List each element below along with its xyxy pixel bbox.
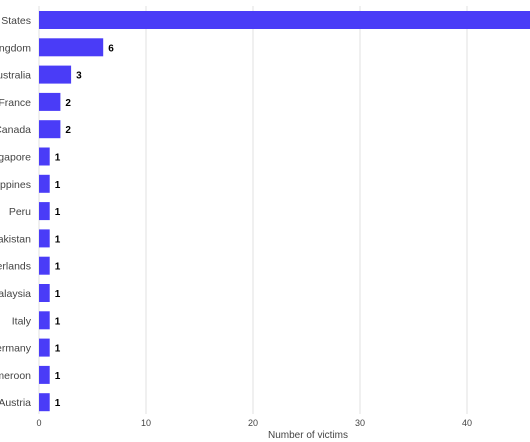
data-label: 2	[65, 98, 71, 109]
x-axis-title: Number of victims	[268, 430, 348, 441]
bar[interactable]	[39, 11, 530, 29]
bar[interactable]	[39, 38, 104, 57]
bar[interactable]	[39, 202, 50, 221]
bar[interactable]	[39, 365, 50, 384]
data-label: 2	[65, 125, 71, 136]
x-tick-label: 0	[36, 418, 41, 428]
data-label: 1	[55, 344, 61, 355]
category-label: Philippines	[0, 179, 31, 191]
x-tick-label: 20	[248, 418, 258, 428]
category-label: United Kingdom	[0, 42, 31, 54]
data-label: 1	[55, 316, 61, 327]
data-label: 6	[108, 43, 114, 54]
bar[interactable]	[39, 311, 50, 330]
gridlines	[38, 6, 468, 414]
bar[interactable]	[39, 92, 61, 111]
category-label: United States	[0, 15, 31, 27]
x-axis-ticks: 0 10 20 30 40	[36, 418, 472, 428]
bar[interactable]	[39, 393, 50, 412]
x-tick-label: 40	[462, 418, 472, 428]
data-labels: 4863221111111111	[55, 43, 114, 409]
bar[interactable]	[39, 229, 50, 248]
data-label: 1	[55, 289, 61, 300]
x-tick-label: 10	[141, 418, 151, 428]
data-label: 1	[55, 262, 61, 273]
data-label: 1	[55, 234, 61, 245]
category-label: France	[0, 97, 31, 109]
data-label: 1	[55, 371, 61, 382]
data-label: 1	[55, 207, 61, 218]
bar[interactable]	[39, 120, 61, 139]
data-label: 1	[55, 398, 61, 409]
data-label: 1	[55, 153, 61, 164]
bar[interactable]	[39, 65, 72, 84]
bar[interactable]	[39, 284, 50, 302]
bar[interactable]	[39, 147, 50, 166]
category-label: Netherlands	[0, 261, 31, 273]
category-label: Germany	[0, 343, 32, 355]
x-tick-label: 30	[355, 418, 365, 428]
data-label: 3	[76, 71, 82, 82]
category-label: Italy	[12, 315, 32, 327]
category-label: Cameroon	[0, 370, 31, 382]
category-label: Australia	[0, 70, 31, 82]
data-label: 1	[55, 180, 61, 191]
bar[interactable]	[39, 256, 50, 275]
bar[interactable]	[39, 174, 50, 193]
category-label: Malaysia	[0, 288, 31, 300]
category-labels: United States United Kingdom Australia Fran…	[0, 15, 32, 409]
category-label: Singapore	[0, 152, 31, 164]
bars	[39, 11, 530, 412]
category-label: Austria	[0, 397, 31, 409]
category-label: Canada	[0, 124, 31, 136]
category-label: Pakistan	[0, 233, 31, 245]
bar[interactable]	[39, 338, 50, 357]
category-label: Peru	[9, 206, 31, 218]
